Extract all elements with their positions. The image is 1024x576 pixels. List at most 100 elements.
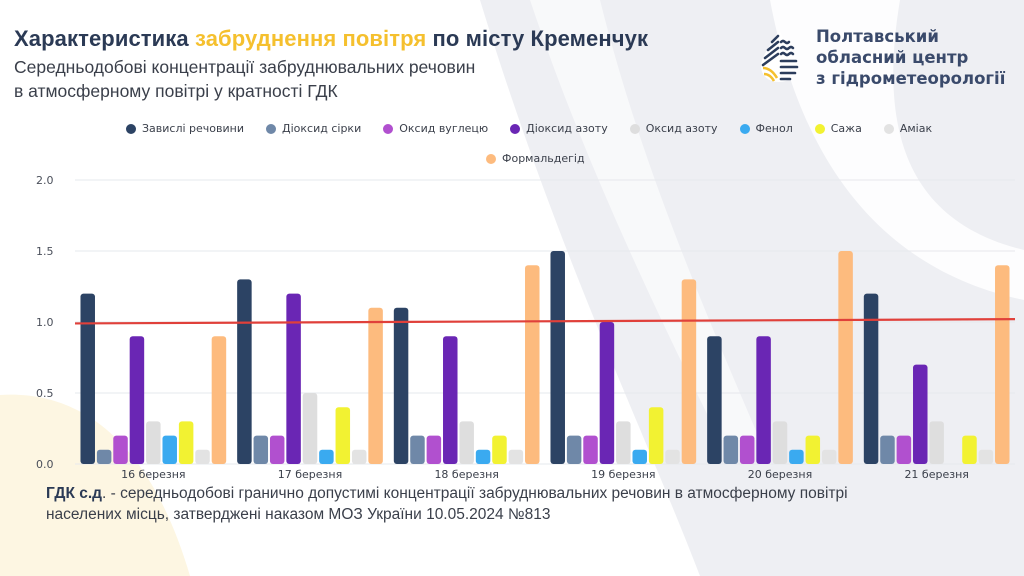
legend-row-1: Завислі речовини Діоксид сірки Оксид вугле…	[126, 122, 954, 135]
bar[interactable]	[393, 307, 409, 464]
bar[interactable]	[195, 449, 210, 464]
y-tick-label: 1.5	[36, 245, 54, 258]
legend-item[interactable]: Сажа	[814, 122, 862, 135]
bar[interactable]	[475, 449, 491, 464]
bar[interactable]	[739, 435, 755, 464]
bar[interactable]	[96, 449, 112, 464]
org-line2: обласний центр	[816, 48, 969, 67]
bar[interactable]	[583, 435, 598, 464]
footnote-line2: населених місць, затверджені наказом МОЗ…	[46, 506, 551, 523]
legend-label: Сажа	[830, 122, 862, 135]
bar[interactable]	[789, 449, 804, 464]
bar[interactable]	[805, 435, 821, 464]
footnote-line1-text: . - середньодобові гранично допустимі ко…	[101, 485, 848, 502]
legend-label: Формальдегід	[502, 152, 585, 165]
x-tick-label: 21 березня	[904, 468, 968, 481]
bar[interactable]	[237, 279, 252, 464]
subtitle-line2: в атмосферному повітрі у кратності ГДК	[14, 81, 338, 101]
bar[interactable]	[492, 435, 507, 464]
legend-item[interactable]: Аміак	[883, 122, 933, 135]
legend-swatch-icon	[814, 123, 825, 134]
legend-row-2: Формальдегід	[486, 152, 607, 165]
bar[interactable]	[302, 393, 318, 464]
legend-item[interactable]: Завислі речовини	[126, 122, 244, 135]
legend-item[interactable]: Формальдегід	[486, 152, 585, 165]
org-name: Полтавський обласний центр з гідрометеор…	[816, 26, 1005, 89]
y-tick-label: 2.0	[36, 174, 54, 187]
chart-bars	[80, 251, 1010, 464]
bar[interactable]	[459, 421, 474, 464]
bar[interactable]	[162, 435, 177, 464]
legend-label: Завислі речовини	[142, 122, 245, 135]
footnote-line1: ГДК с.д. - середньодобові гранично допус…	[46, 483, 848, 504]
bg-yellow-swoosh	[0, 394, 190, 576]
bar[interactable]	[146, 421, 161, 464]
bar[interactable]	[525, 265, 540, 464]
bar[interactable]	[550, 251, 565, 464]
legend-swatch-icon	[629, 123, 640, 134]
bar[interactable]	[410, 435, 425, 464]
bar[interactable]	[286, 293, 301, 464]
bar[interactable]	[880, 435, 895, 464]
bar[interactable]	[707, 336, 722, 464]
bar[interactable]	[368, 307, 383, 464]
footnote: ГДК с.д. - середньодобові гранично допус…	[46, 483, 848, 525]
bar[interactable]	[269, 435, 285, 464]
bar[interactable]	[616, 421, 631, 464]
legend-swatch-icon	[510, 123, 521, 134]
y-tick-label: 1.0	[36, 316, 54, 329]
bar[interactable]	[113, 435, 128, 464]
bar[interactable]	[253, 435, 269, 464]
legend-swatch-icon	[383, 123, 394, 134]
bar[interactable]	[756, 336, 771, 464]
bar[interactable]	[723, 435, 739, 464]
water-drop-logo-icon	[761, 30, 799, 82]
bar[interactable]	[178, 421, 194, 464]
legend-item[interactable]: Діоксид сірки	[266, 122, 361, 135]
legend-label: Оксид вуглецю	[399, 122, 489, 135]
legend-item[interactable]: Діоксид азоту	[510, 122, 608, 135]
bar[interactable]	[648, 407, 664, 464]
legend-item[interactable]: Фенол	[739, 122, 793, 135]
bar[interactable]	[821, 449, 837, 464]
legend-label: Фенол	[755, 122, 793, 135]
title-accent: забруднення повітря	[194, 26, 427, 51]
limit-line-gdk	[74, 318, 1016, 325]
y-tick-label: 0.5	[36, 387, 54, 400]
bar[interactable]	[319, 449, 334, 464]
y-tick-label: 0.0	[36, 458, 54, 471]
legend-item[interactable]: Оксид азоту	[629, 122, 718, 135]
bar[interactable]	[335, 407, 351, 464]
bar[interactable]	[772, 421, 788, 464]
y-axis-ticks: 0.0 0.5 1.0 1.5 2.0	[36, 174, 54, 471]
bar[interactable]	[80, 293, 95, 464]
bar[interactable]	[896, 435, 912, 464]
bar[interactable]	[129, 336, 145, 464]
bar[interactable]	[863, 293, 879, 464]
bar[interactable]	[929, 421, 944, 464]
bar[interactable]	[913, 364, 928, 464]
legend-label: Аміак	[899, 122, 933, 135]
x-tick-label: 16 березня	[121, 468, 185, 481]
bar[interactable]	[508, 449, 524, 464]
bar[interactable]	[211, 336, 227, 464]
bar[interactable]	[599, 322, 615, 464]
bar[interactable]	[681, 279, 697, 464]
org-line3: з гідрометеорології	[816, 69, 1006, 88]
bar[interactable]	[978, 449, 994, 464]
bar[interactable]	[838, 251, 853, 464]
x-tick-label: 17 березня	[278, 468, 342, 481]
bar[interactable]	[962, 435, 977, 464]
legend-item[interactable]: Оксид вуглецю	[383, 122, 488, 135]
bar[interactable]	[566, 435, 582, 464]
bar[interactable]	[426, 435, 442, 464]
x-tick-label: 20 березня	[748, 468, 812, 481]
bar[interactable]	[665, 449, 680, 464]
bar[interactable]	[443, 336, 458, 464]
bar[interactable]	[351, 449, 367, 464]
legend-label: Діоксид сірки	[282, 122, 362, 135]
org-line1: Полтавський	[816, 27, 939, 46]
bar[interactable]	[995, 265, 1010, 464]
bar[interactable]	[632, 449, 647, 464]
